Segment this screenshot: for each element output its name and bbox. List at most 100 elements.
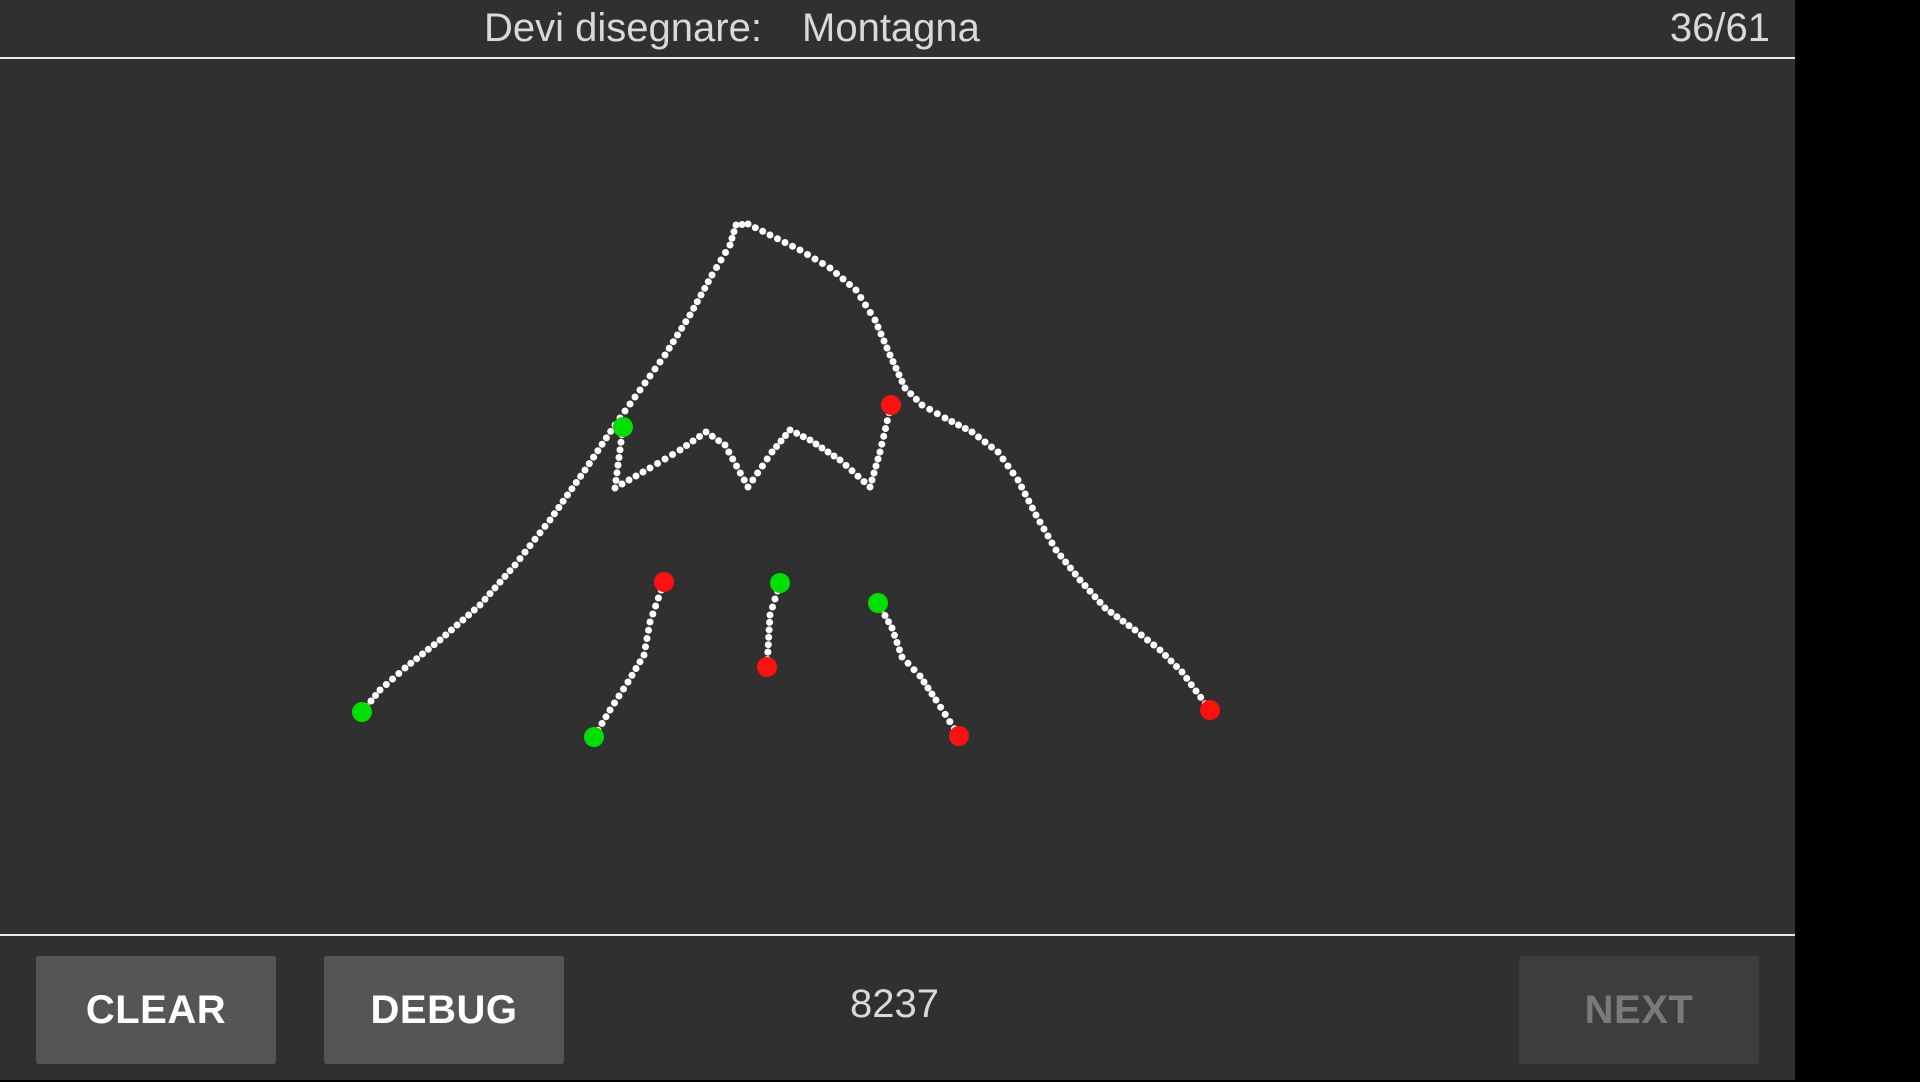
stroke-dot bbox=[846, 281, 853, 288]
stroke-dot bbox=[730, 228, 738, 236]
stroke-dot bbox=[1018, 483, 1026, 491]
stroke-dot bbox=[877, 330, 885, 338]
stroke-dot bbox=[555, 504, 563, 511]
stroke-dot bbox=[764, 641, 772, 649]
stroke-dot bbox=[811, 255, 819, 263]
stroke-dot bbox=[643, 635, 651, 642]
stroke-dot bbox=[818, 444, 826, 452]
stroke-dot bbox=[620, 685, 627, 693]
stroke-dot bbox=[975, 433, 982, 441]
stroke-dot bbox=[830, 452, 838, 460]
stroke-dot bbox=[704, 278, 712, 286]
stroke-dot bbox=[491, 584, 499, 592]
stroke-dot bbox=[646, 618, 654, 626]
stroke-dot bbox=[531, 535, 539, 543]
stroke-dot bbox=[912, 395, 920, 403]
stroke-dot bbox=[476, 601, 484, 609]
stroke-dot bbox=[564, 491, 571, 499]
stroke-dot bbox=[1025, 497, 1033, 505]
stroke-dot bbox=[768, 448, 776, 456]
stroke-dot bbox=[895, 371, 903, 379]
next-button[interactable]: NEXT bbox=[1519, 956, 1759, 1064]
stroke-dot bbox=[804, 251, 811, 258]
stroke-dot bbox=[1113, 613, 1121, 621]
stroke-dot bbox=[910, 666, 918, 674]
stroke-dot bbox=[765, 633, 773, 641]
stroke-dot bbox=[754, 469, 762, 477]
stroke-dot bbox=[430, 641, 438, 649]
stroke-dot bbox=[968, 428, 976, 436]
prompt-label: Devi disegnare: bbox=[484, 6, 762, 50]
stroke-dot bbox=[729, 455, 737, 463]
stroke-dot bbox=[948, 418, 956, 425]
stroke-dot bbox=[916, 672, 924, 680]
stroke-dot bbox=[836, 456, 844, 464]
stroke-start-marker bbox=[770, 573, 790, 593]
stroke-dot bbox=[612, 476, 620, 484]
stroke-dot bbox=[717, 256, 725, 264]
stroke-dot bbox=[624, 678, 632, 686]
stroke-dot bbox=[907, 390, 915, 398]
stroke-dot bbox=[395, 670, 403, 677]
stroke-dot bbox=[424, 645, 432, 653]
stroke-dot bbox=[781, 239, 789, 246]
stroke-dot bbox=[568, 485, 576, 493]
stroke-dot bbox=[842, 461, 850, 469]
stroke-dot bbox=[773, 443, 780, 450]
stroke-dot bbox=[541, 522, 549, 530]
stroke-end-marker bbox=[654, 572, 674, 592]
stroke-dot bbox=[486, 590, 494, 598]
stroke-dot bbox=[693, 298, 701, 306]
stroke-dot bbox=[881, 612, 889, 619]
stroke-dot bbox=[689, 437, 697, 445]
stroke-dot bbox=[1162, 652, 1169, 659]
stroke-dot bbox=[896, 646, 903, 654]
stroke-dot bbox=[764, 648, 772, 656]
stroke-dot bbox=[611, 699, 618, 707]
stroke-dot bbox=[1044, 532, 1052, 540]
clear-button[interactable]: CLEAR bbox=[36, 956, 276, 1064]
stroke-dot bbox=[777, 437, 785, 445]
stroke-dot bbox=[918, 401, 926, 409]
stroke-dot bbox=[678, 324, 686, 332]
stroke-dot bbox=[1137, 631, 1145, 639]
stroke-dot bbox=[628, 671, 636, 679]
stroke-dot bbox=[1119, 617, 1127, 625]
stroke-dot bbox=[481, 595, 489, 603]
stroke-dot bbox=[888, 624, 896, 632]
stroke-dot bbox=[521, 548, 529, 556]
stroke-dot bbox=[453, 621, 461, 629]
stroke-dot bbox=[876, 448, 884, 456]
stroke-dot bbox=[550, 510, 558, 518]
debug-button[interactable]: DEBUG bbox=[324, 956, 564, 1064]
stroke-dot bbox=[882, 425, 889, 432]
stroke-dot bbox=[1167, 657, 1175, 665]
stroke-dot bbox=[926, 405, 934, 413]
stroke-dot bbox=[585, 460, 593, 468]
stroke-start-marker bbox=[613, 417, 633, 437]
sketch-stroke bbox=[763, 579, 784, 671]
stroke-dot bbox=[614, 461, 622, 469]
drawing-canvas[interactable] bbox=[0, 59, 1795, 934]
stroke-dot bbox=[771, 595, 779, 603]
stroke-dot bbox=[994, 448, 1002, 456]
stroke-dot bbox=[796, 246, 804, 254]
stroke-dot bbox=[721, 441, 729, 449]
drawing-svg[interactable] bbox=[0, 0, 1795, 1080]
stroke-dot bbox=[367, 697, 375, 705]
sketch-stroke bbox=[590, 578, 668, 741]
stroke-dot bbox=[736, 469, 744, 477]
stroke-dot bbox=[848, 467, 856, 475]
stroke-dot bbox=[981, 438, 989, 446]
stroke-dot bbox=[702, 428, 710, 436]
stroke-dot bbox=[419, 650, 426, 658]
stroke-dot bbox=[866, 309, 874, 316]
stroke-dot bbox=[676, 446, 684, 454]
stroke-dot bbox=[661, 351, 669, 359]
stroke-dot bbox=[868, 476, 876, 484]
stroke-dot bbox=[602, 434, 610, 442]
stroke-dot bbox=[871, 316, 879, 324]
stroke-dot bbox=[870, 469, 878, 477]
stroke-dot bbox=[766, 618, 774, 626]
stroke-dot bbox=[751, 224, 759, 232]
